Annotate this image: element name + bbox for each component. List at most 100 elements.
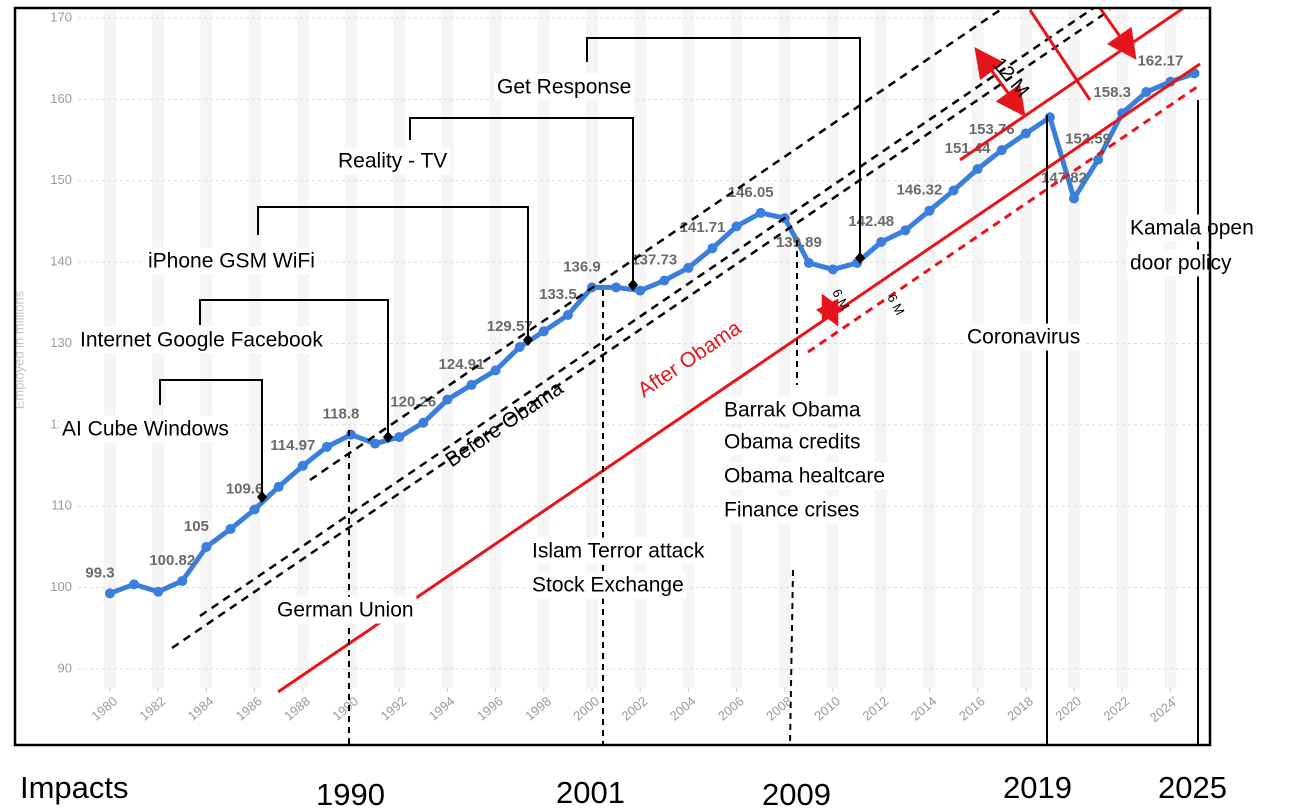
point (803, 258, 814, 269)
y-tick-label: 160 (50, 91, 72, 106)
x-tick-label: 1996 (474, 693, 506, 723)
label-bg (529, 537, 708, 565)
stripe (586, 8, 598, 688)
point (418, 417, 429, 428)
point (1020, 128, 1031, 139)
label-bg (1127, 249, 1236, 277)
point (225, 524, 236, 535)
point (442, 394, 453, 405)
x-tick-label: 1992 (378, 693, 410, 723)
x-tick-label: 2016 (956, 693, 988, 723)
annotation: Barrak Obama (724, 399, 861, 422)
point (948, 185, 959, 196)
point (346, 429, 356, 440)
x-tick-label: 1980 (88, 693, 120, 723)
point (105, 588, 115, 599)
annotation: iPhone GSM WiFi (148, 250, 315, 273)
point (514, 341, 525, 352)
label-bg (721, 396, 864, 424)
x-tick-label: 2000 (570, 693, 602, 723)
line (109, 70, 1196, 596)
y-tick-label: 100 (50, 579, 72, 594)
stripe (827, 8, 839, 688)
x-tick-label: 1990 (329, 693, 361, 723)
y-tick-label: 130 (50, 335, 72, 350)
point (129, 579, 140, 590)
x-tick-label: 1986 (233, 693, 265, 723)
x-tick-label: 1988 (281, 693, 313, 723)
stripe (730, 8, 743, 688)
marker-diamond (855, 252, 865, 264)
label-bg (529, 571, 687, 599)
annotation: AI Cube Windows (62, 418, 229, 441)
value-label: 105 (184, 518, 209, 535)
point (731, 221, 742, 232)
x-tick-label: 2018 (1004, 693, 1036, 723)
annotation: Islam Terror attack (532, 540, 705, 563)
value-label: 151.44 (945, 140, 992, 157)
annotation: door policy (1130, 252, 1232, 275)
stripe (634, 8, 647, 688)
y-tick-label: 150 (50, 172, 72, 187)
stripe (682, 8, 695, 688)
bottom-label: Impacts (20, 770, 129, 805)
value-label: 136.9 (563, 258, 601, 275)
x-tick-label: 2022 (1101, 693, 1133, 723)
point (297, 460, 308, 471)
x-tick-label: 2012 (860, 693, 892, 723)
annotation: Kamala open (1130, 217, 1254, 240)
stripe (441, 8, 454, 688)
x-tick-label: 1982 (137, 693, 169, 723)
point (249, 504, 260, 515)
x-tick-label: 1994 (426, 693, 458, 723)
value-label: 99.3 (85, 564, 114, 581)
label-bg (274, 596, 417, 624)
point (611, 282, 622, 293)
point (972, 164, 983, 175)
annotation: Stock Exchange (532, 574, 684, 597)
x-tick-label: 2006 (715, 693, 747, 723)
value-label: 153.76 (969, 121, 1015, 138)
annotation: Reality - TV (338, 150, 447, 173)
value-label: 100.82 (149, 552, 195, 569)
point (201, 541, 212, 552)
value-label: 158.3 (1093, 84, 1131, 101)
x-tick-label: 1984 (185, 693, 217, 723)
point (924, 205, 935, 216)
bottom-label: 1990 (316, 777, 385, 812)
value-label: 133.5 (539, 286, 577, 303)
annotation: Finance crises (724, 499, 859, 522)
stripe (393, 8, 406, 688)
value-label: 137.73 (631, 252, 677, 269)
line-label: 6 M (884, 291, 907, 317)
marker-diamond (257, 491, 267, 503)
point (538, 326, 549, 337)
frame (13, 6, 1212, 747)
label-bg (1127, 214, 1257, 242)
point (659, 275, 670, 286)
point (321, 441, 332, 452)
point (490, 365, 501, 376)
point (273, 481, 284, 492)
annotation: Get Response (497, 76, 631, 99)
label-bg (77, 326, 327, 354)
stripe (1164, 8, 1177, 688)
stripe (537, 8, 550, 688)
annotation-lines (159, 8, 1201, 745)
y-tick-label: 90 (58, 660, 72, 675)
point (707, 243, 718, 254)
point (996, 145, 1007, 156)
value-label: 162.17 (1137, 53, 1183, 70)
y-tick-label: 110 (51, 498, 72, 513)
point (1093, 154, 1104, 165)
stripe (345, 8, 357, 688)
x-tick-label: 2014 (908, 693, 940, 723)
y-axis-label: Employed in millions (11, 290, 26, 409)
point (900, 225, 911, 236)
value-label: 109.6 (226, 480, 264, 497)
annotation: Internet Google Facebook (80, 329, 323, 352)
value-label: 142.48 (848, 213, 894, 230)
point (153, 586, 164, 597)
bottom-label: 2001 (556, 775, 625, 810)
